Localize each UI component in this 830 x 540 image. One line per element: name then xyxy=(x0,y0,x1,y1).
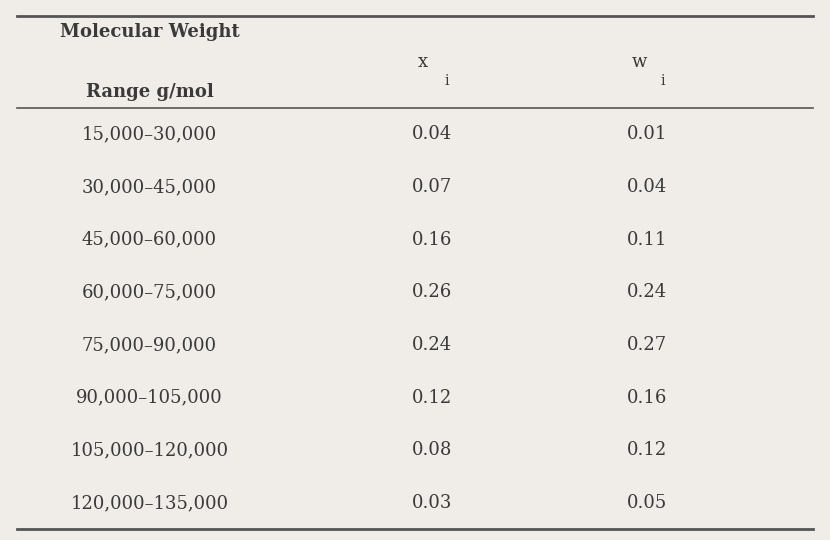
Text: 0.03: 0.03 xyxy=(412,494,452,512)
Text: 0.16: 0.16 xyxy=(627,389,667,407)
Text: 30,000–45,000: 30,000–45,000 xyxy=(82,178,217,196)
Text: 0.08: 0.08 xyxy=(412,441,452,459)
Text: 105,000–120,000: 105,000–120,000 xyxy=(71,441,228,459)
Text: 0.01: 0.01 xyxy=(627,125,667,143)
Text: i: i xyxy=(444,74,449,88)
Text: 75,000–90,000: 75,000–90,000 xyxy=(82,336,217,354)
Text: w: w xyxy=(632,53,647,71)
Text: 90,000–105,000: 90,000–105,000 xyxy=(76,389,222,407)
Text: 0.16: 0.16 xyxy=(412,231,452,248)
Text: 0.27: 0.27 xyxy=(627,336,667,354)
Text: 0.05: 0.05 xyxy=(627,494,667,512)
Text: Range g/mol: Range g/mol xyxy=(85,83,213,101)
Text: 0.11: 0.11 xyxy=(627,231,667,248)
Text: 0.04: 0.04 xyxy=(412,125,452,143)
Text: 0.07: 0.07 xyxy=(412,178,452,196)
Text: 0.24: 0.24 xyxy=(412,336,452,354)
Text: 0.12: 0.12 xyxy=(627,441,667,459)
Text: 0.24: 0.24 xyxy=(627,284,667,301)
Text: 0.04: 0.04 xyxy=(627,178,667,196)
Text: 15,000–30,000: 15,000–30,000 xyxy=(82,125,217,143)
Text: 0.26: 0.26 xyxy=(412,284,452,301)
Text: i: i xyxy=(660,74,665,88)
Text: 45,000–60,000: 45,000–60,000 xyxy=(82,231,217,248)
Text: Molecular Weight: Molecular Weight xyxy=(60,23,239,42)
Text: x: x xyxy=(418,53,428,71)
Text: 0.12: 0.12 xyxy=(412,389,452,407)
Text: 120,000–135,000: 120,000–135,000 xyxy=(71,494,228,512)
Text: 60,000–75,000: 60,000–75,000 xyxy=(82,284,217,301)
